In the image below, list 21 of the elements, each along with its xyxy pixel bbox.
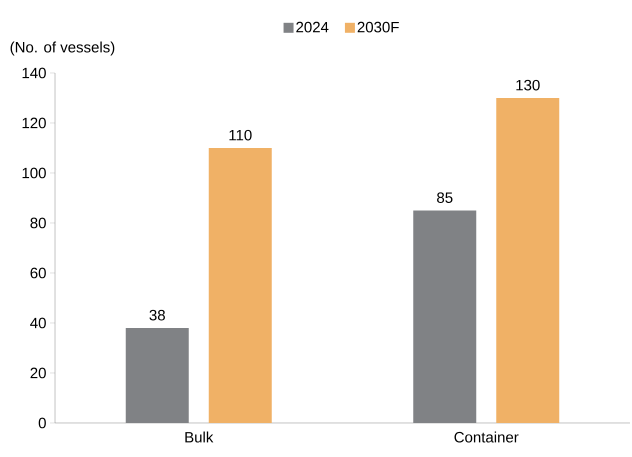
y-tick-label: 120	[22, 118, 46, 128]
y-tick-label: 0	[38, 418, 46, 428]
data-label: 110	[229, 130, 252, 140]
bar	[413, 210, 476, 423]
legend-label: 2024	[296, 22, 328, 32]
data-label: 85	[437, 192, 452, 203]
y-tick-label: 140	[22, 68, 46, 78]
x-tick-label: Bulk	[185, 432, 214, 443]
y-tick-label: 60	[30, 268, 46, 278]
y-tick-label: 100	[22, 168, 46, 178]
y-tick-label: 40	[30, 318, 46, 328]
data-label: 130	[516, 80, 540, 90]
bar	[126, 328, 189, 423]
bar	[496, 98, 560, 423]
y-axis-title: (No. of vessels)	[10, 42, 114, 56]
y-tick-label: 20	[30, 368, 46, 378]
x-tick-label: Container	[454, 432, 518, 443]
bar	[208, 148, 272, 423]
legend-label: 2030F	[358, 22, 399, 32]
y-tick-label: 80	[30, 218, 46, 228]
data-label: 38	[149, 310, 165, 320]
